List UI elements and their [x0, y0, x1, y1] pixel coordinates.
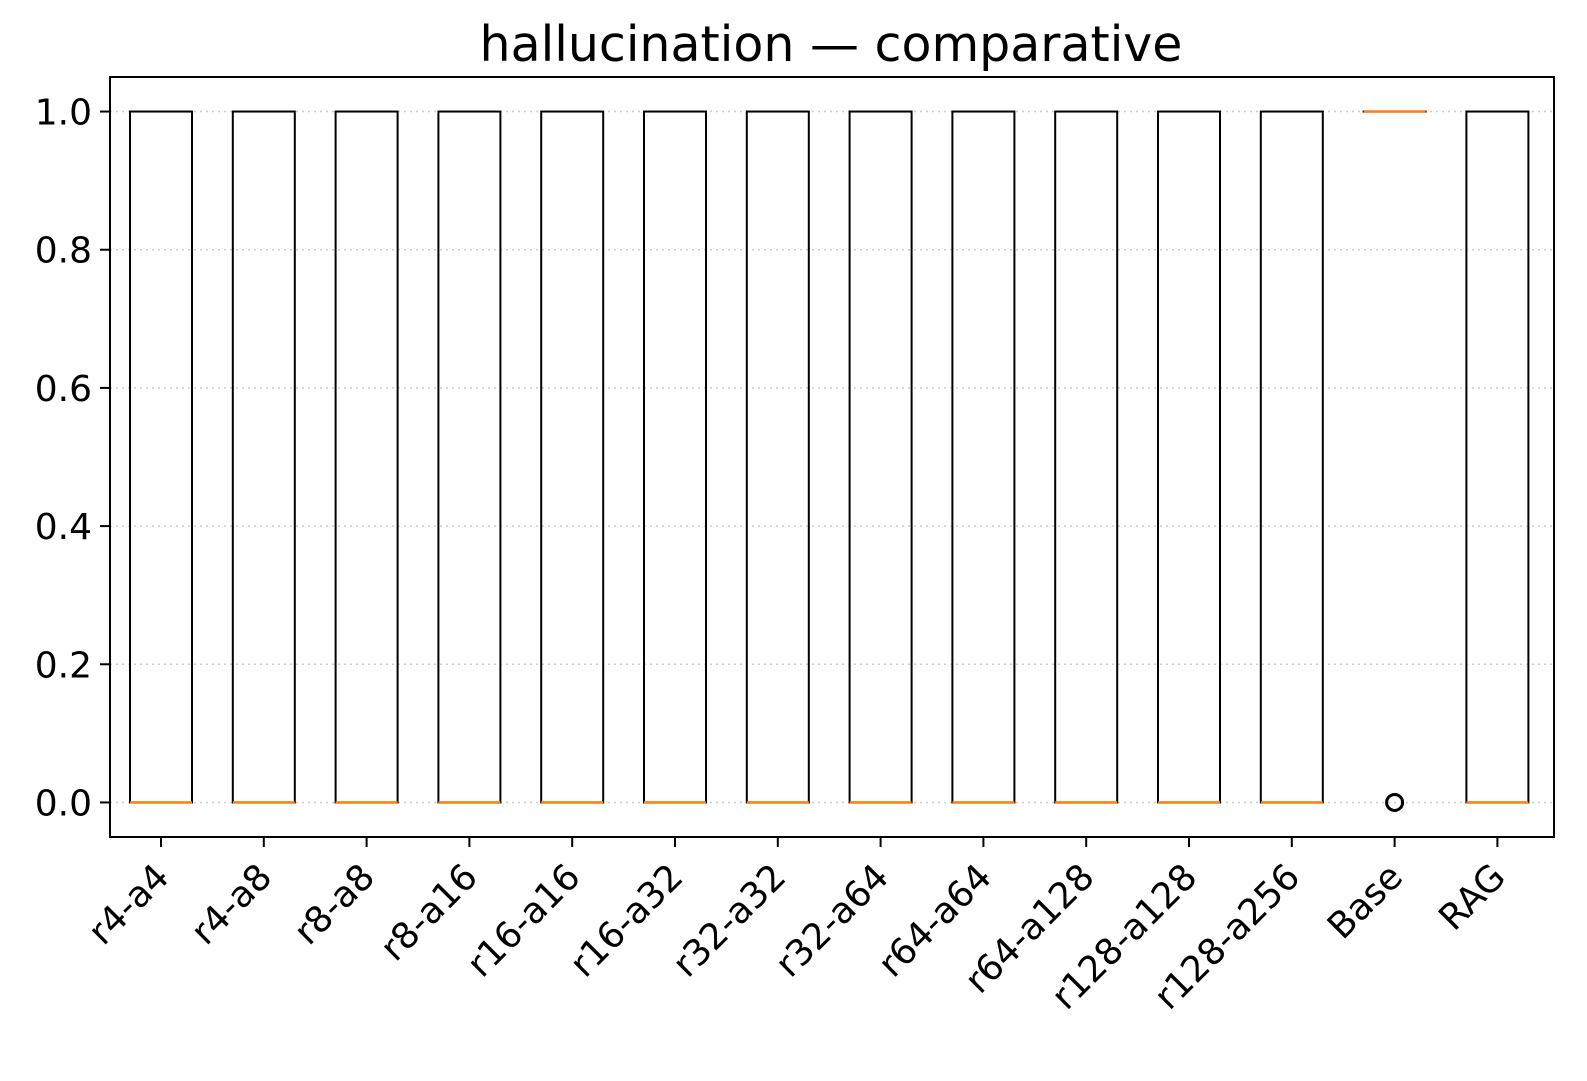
box-Base — [1362, 110, 1427, 812]
x-tick-label: Base — [1320, 856, 1411, 947]
x-tick-label: r16-a32 — [562, 856, 691, 985]
box-r32-a32 — [745, 110, 810, 804]
y-tick-label: 0.8 — [35, 231, 92, 272]
box-r4-a4 — [129, 110, 193, 804]
y-axis: 0.0 0.2 0.4 0.6 0.8 1.0 — [35, 93, 110, 824]
box-RAG — [1465, 110, 1530, 804]
box-body — [129, 110, 193, 804]
box-r16-a32 — [643, 110, 707, 804]
box-r8-a16 — [437, 110, 502, 804]
x-tick-label: r4-a8 — [184, 856, 281, 953]
box-body — [334, 110, 399, 804]
box-body — [231, 110, 296, 804]
box-r128-a128 — [1157, 110, 1221, 804]
box-r128-a256 — [1259, 110, 1324, 804]
y-tick-label: 0.2 — [35, 645, 92, 686]
outlier-point — [1385, 792, 1405, 812]
y-tick-label: 0.0 — [35, 783, 92, 824]
y-tick-label: 0.6 — [35, 369, 92, 410]
box-body — [437, 110, 502, 804]
box-r64-a64 — [951, 110, 1016, 804]
box-body — [1157, 110, 1221, 804]
chart-title: hallucination — comparative — [480, 16, 1183, 73]
box-r64-a128 — [1054, 110, 1119, 804]
x-axis: r4-a4 r4-a8 r8-a8r8-a16r16-a16r16-a32r32-a… — [81, 837, 1514, 1018]
box-plots — [129, 110, 1530, 812]
box-body — [951, 110, 1016, 804]
x-tick-label: r32-a32 — [665, 856, 794, 985]
x-tick-label: r8-a8 — [286, 856, 383, 953]
box-body — [1465, 110, 1530, 804]
box-r8-a8 — [334, 110, 399, 804]
x-tick-label: r16-a16 — [460, 856, 589, 985]
grid-lines — [110, 110, 1554, 804]
box-body — [745, 110, 810, 804]
box-r4-a8 — [231, 110, 296, 804]
box-body — [1259, 110, 1324, 804]
plot-area-frame — [109, 76, 1555, 838]
x-tick-label: RAG — [1431, 856, 1513, 938]
x-tick-label: r4-a4 — [81, 856, 178, 953]
y-tick-label: 0.4 — [35, 507, 92, 548]
box-r16-a16 — [540, 110, 605, 804]
box-body — [1054, 110, 1119, 804]
box-body — [848, 110, 913, 804]
box-r32-a64 — [848, 110, 913, 804]
x-tick-label: r32-a64 — [768, 856, 897, 985]
box-body — [540, 110, 605, 804]
y-tick-label: 1.0 — [35, 93, 92, 134]
box-body — [643, 110, 707, 804]
